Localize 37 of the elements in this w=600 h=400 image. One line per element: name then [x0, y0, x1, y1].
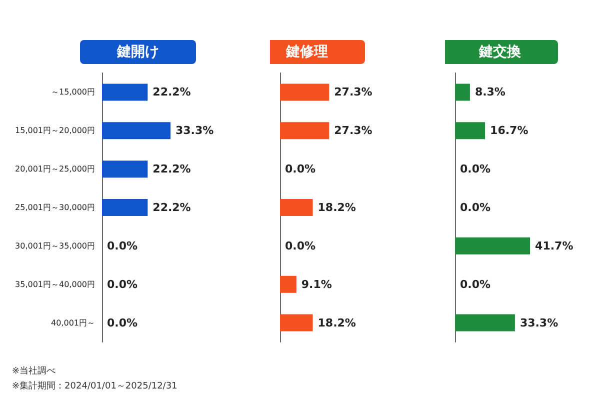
bar	[455, 237, 530, 254]
data-label: 16.7%	[490, 124, 528, 138]
y-tick-label: 15,001円～20,000円	[15, 126, 95, 136]
data-label: 41.7%	[535, 239, 574, 252]
data-label: 9.1%	[301, 278, 332, 291]
data-label: 33.3%	[520, 316, 558, 330]
y-tick-label: 25,001円～30,000円	[15, 203, 95, 212]
data-label: 0.0%	[107, 316, 138, 330]
data-label: 0.0%	[460, 201, 491, 214]
y-tick-label: 30,001円～35,000円	[15, 241, 95, 250]
y-tick-label: 40,001円～	[51, 318, 95, 328]
data-label: 0.0%	[107, 239, 138, 252]
data-label: 22.2%	[152, 162, 191, 176]
data-label: 0.0%	[460, 162, 491, 176]
data-label: 22.2%	[152, 86, 191, 99]
data-label: 0.0%	[285, 162, 316, 176]
data-label: 22.2%	[152, 201, 191, 214]
chart-title: 鍵交換	[478, 43, 522, 60]
text: ※集計期間：2024/01/01～2025/12/31	[12, 380, 178, 392]
y-tick-label: 35,001円～40,000円	[15, 280, 95, 289]
bar	[455, 314, 515, 332]
y-tick-label: ～15,000円	[51, 88, 95, 97]
data-label: 18.2%	[318, 316, 356, 330]
bar	[455, 84, 470, 101]
data-label: 33.3%	[176, 124, 214, 138]
data-label: 0.0%	[460, 278, 491, 291]
y-tick-label: 20,001円～25,000円	[15, 164, 95, 174]
data-label: 8.3%	[474, 86, 506, 99]
bar	[455, 122, 486, 140]
data-label: 27.3%	[334, 86, 372, 99]
text: ※当社調べ	[12, 366, 56, 376]
data-label: 0.0%	[285, 239, 316, 252]
data-label: 18.2%	[318, 201, 356, 214]
data-label: 27.3%	[334, 124, 372, 138]
chart-title: 鍵修理	[285, 44, 328, 60]
chart-title: 鍵開け	[116, 44, 159, 60]
data-label: 0.0%	[107, 278, 138, 291]
